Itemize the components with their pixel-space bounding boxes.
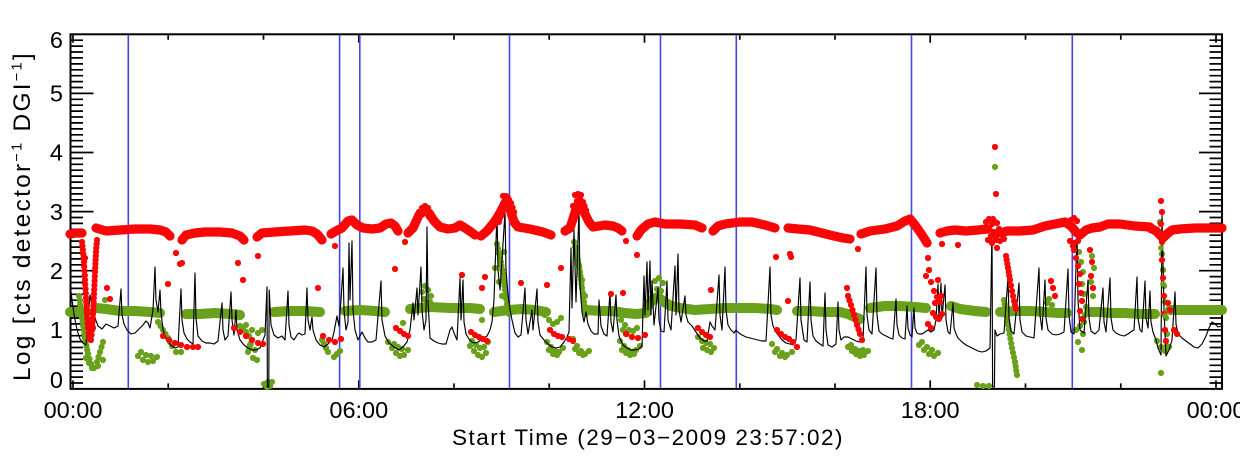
- svg-text:Log [cts detector−1 DGI−1]: Log [cts detector−1 DGI−1]: [9, 51, 36, 381]
- svg-text:06:00: 06:00: [329, 397, 388, 423]
- svg-text:18:00: 18:00: [901, 397, 960, 423]
- svg-text:5: 5: [50, 81, 63, 107]
- svg-text:0: 0: [50, 367, 63, 393]
- svg-text:12:00: 12:00: [615, 397, 674, 423]
- svg-text:Start Time (29−03−2009 23:57:0: Start Time (29−03−2009 23:57:02): [452, 425, 844, 450]
- svg-text:1: 1: [50, 317, 63, 343]
- svg-text:4: 4: [50, 140, 63, 166]
- svg-text:2: 2: [50, 258, 63, 284]
- svg-text:00:00: 00:00: [1187, 397, 1240, 423]
- svg-text:6: 6: [50, 27, 63, 53]
- svg-text:00:00: 00:00: [44, 397, 103, 423]
- svg-text:3: 3: [50, 199, 63, 225]
